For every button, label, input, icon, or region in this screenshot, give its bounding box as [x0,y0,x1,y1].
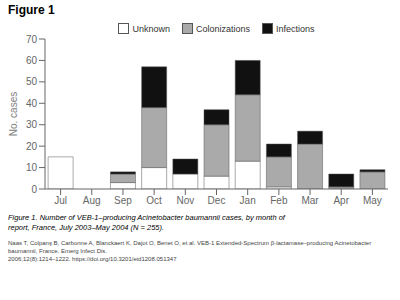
svg-text:Aug: Aug [83,195,101,206]
svg-text:Oct: Oct [146,195,162,206]
html-text:report, France, July 2003–May: report, France, July 2003–May 2004 (N = … [8,223,165,232]
html-text:Figure 1. Number of VEB-1–prod: Figure 1. Number of VEB-1–producing Acin… [8,213,285,222]
html-text:Naas T, Colpanş B, Carbonne A,: Naas T, Colpanş B, Carbonne A, Blanckaer… [8,240,373,262]
html-text:Colonizations: Colonizations [196,23,250,34]
svg-text:Nov: Nov [176,195,194,206]
svg-text:50: 50 [26,76,38,87]
svg-text:No. cases: No. cases [8,92,19,136]
html-text:Figure 1: Figure 1 [8,3,55,17]
svg-text:Jan: Jan [240,195,256,206]
svg-text:Sep: Sep [114,195,132,206]
svg-text:Feb: Feb [270,195,288,206]
svg-text:0: 0 [31,184,37,195]
svg-text:70: 70 [26,34,38,45]
svg-text:40: 40 [26,98,38,109]
svg-text:Jul: Jul [54,195,67,206]
svg-text:30: 30 [26,119,38,130]
svg-text:Dec: Dec [208,195,226,206]
svg-text:Apr: Apr [333,195,349,206]
svg-text:60: 60 [26,55,38,66]
html-text:Unknown: Unknown [132,23,170,34]
svg-text:10: 10 [26,162,38,173]
html-text:Infections: Infections [276,23,315,34]
svg-text:20: 20 [26,141,38,152]
svg-text:May: May [363,195,382,206]
svg-text:Mar: Mar [301,195,319,206]
